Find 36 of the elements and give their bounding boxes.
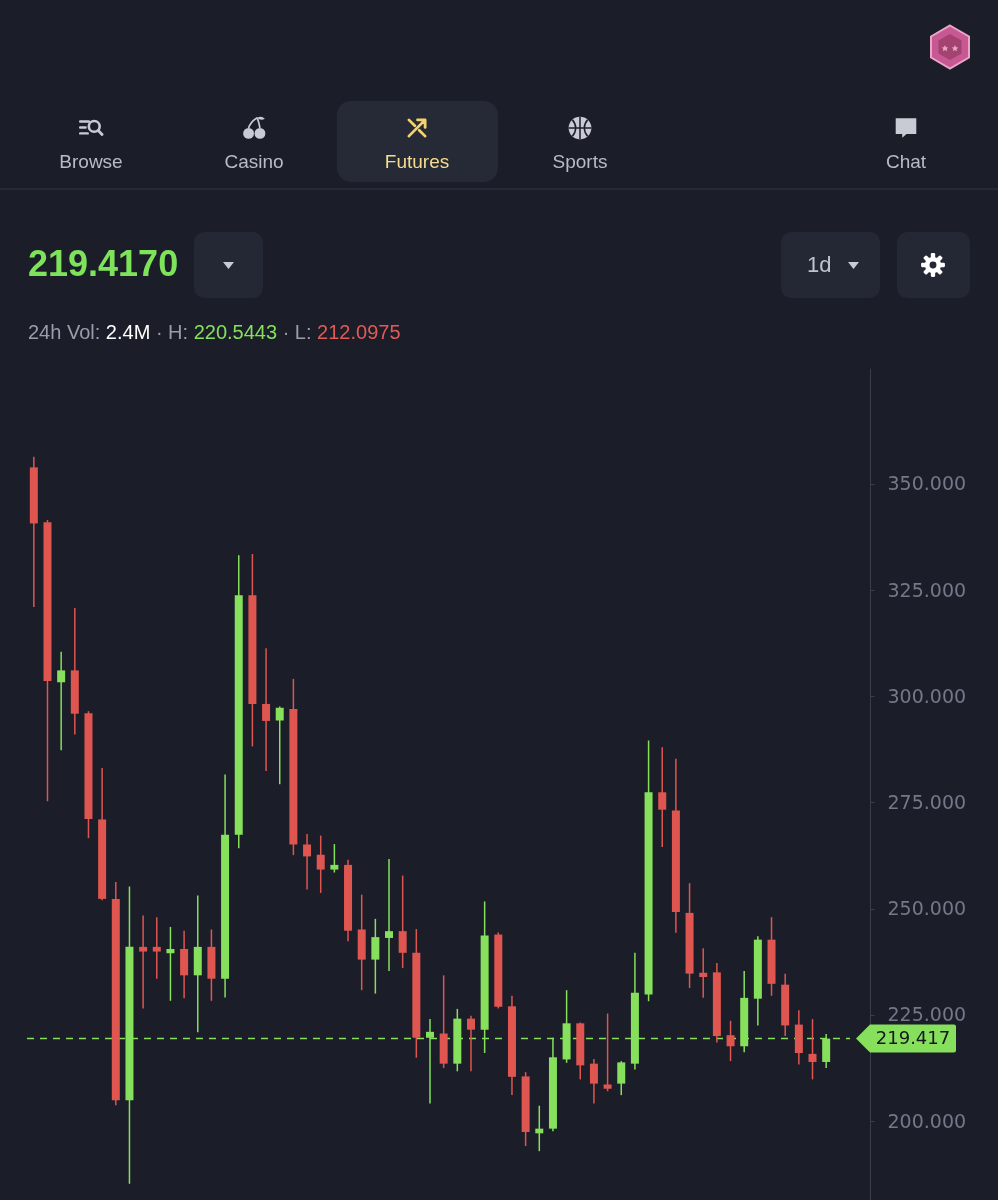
candlestick [398,874,407,969]
candlestick [303,833,312,891]
interval-button: 1d [781,232,880,298]
y-tick-label: 350.000 [887,472,967,495]
candlestick [316,834,325,894]
y-tick-label: 250.000 [887,897,967,920]
category-label: Sports [551,150,609,174]
category-label: Chat [884,150,928,174]
candlestick [466,1014,475,1073]
candlestick [275,705,284,785]
text: 219.4170 [28,242,179,286]
candlestick [617,1060,626,1096]
candlestick [139,914,148,1010]
category-label: Casino [223,150,285,174]
y-tick-label: 300.000 [887,684,967,707]
text: 24h Vol: 2.4M · H: 220.5443 · L: 212.0975 [28,321,401,343]
y-tick-label: 275.000 [887,790,967,813]
candlestick [726,1020,735,1062]
candlestick [57,650,66,751]
y-tick-label: 200.000 [887,1109,967,1132]
y-tick-label: 325.000 [887,578,967,601]
candlestick [371,918,380,995]
candlestick [808,1018,817,1081]
category-label: Futures [383,150,451,174]
candlestick [658,746,667,848]
candlestick [262,647,271,772]
ref-line-label: 219.417 [875,1026,951,1048]
candlestick [699,947,708,999]
candlestick [385,858,394,972]
candlestick [330,843,339,874]
y-tick-label: 225.000 [887,1003,967,1026]
candlestick [166,926,175,1002]
category-label: Browse [58,150,124,174]
candlestick [152,916,161,980]
candlestick [603,1012,612,1093]
candlestick [589,1058,598,1105]
